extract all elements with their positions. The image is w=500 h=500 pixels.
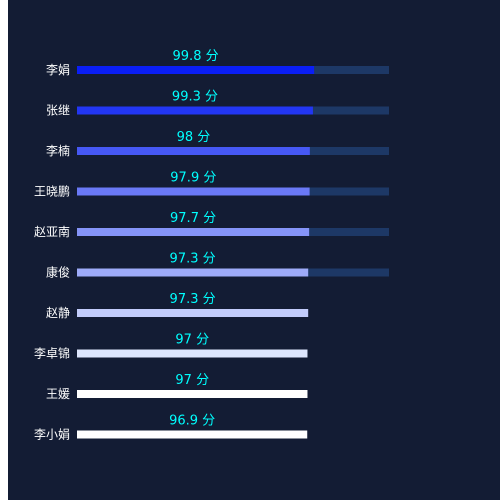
value-label: 97.3 分 bbox=[170, 252, 216, 267]
bar-7 bbox=[77, 349, 308, 358]
value-label: 97.9 分 bbox=[170, 171, 216, 186]
bar-2 bbox=[77, 147, 310, 155]
value-label: 97 分 bbox=[175, 373, 209, 388]
value-label: 97.7 分 bbox=[170, 211, 216, 226]
category-label: 王媛 bbox=[46, 387, 70, 401]
value-label: 98 分 bbox=[177, 130, 211, 145]
bar-0 bbox=[77, 66, 315, 74]
bar-3 bbox=[77, 187, 310, 196]
category-label: 张继 bbox=[46, 104, 70, 118]
value-label: 97 分 bbox=[175, 333, 209, 348]
category-label: 康俊 bbox=[46, 265, 70, 280]
category-label: 赵静 bbox=[46, 306, 70, 320]
bar-9 bbox=[77, 430, 308, 439]
bar-5 bbox=[77, 268, 309, 277]
value-label: 97.3 分 bbox=[170, 292, 216, 307]
category-label: 李小娟 bbox=[34, 427, 70, 442]
category-label: 李卓锦 bbox=[34, 346, 70, 361]
category-label: 李娟 bbox=[46, 62, 70, 77]
value-label: 96.9 分 bbox=[169, 414, 215, 429]
category-label: 李楠 bbox=[46, 143, 70, 158]
category-label: 赵亚南 bbox=[34, 224, 70, 239]
chart-panel: 李娟 99.8 分张继 99.3 分李楠 98 分王晓鹏 97.9 分赵亚南 97.7 分… bbox=[8, 0, 500, 500]
category-label: 王晓鹏 bbox=[34, 185, 70, 199]
bar-4 bbox=[77, 228, 310, 236]
bar-8 bbox=[77, 390, 308, 398]
value-label: 99.3 分 bbox=[172, 90, 218, 105]
value-label: 99.8 分 bbox=[173, 49, 219, 64]
bar-1 bbox=[77, 106, 313, 115]
bar-6 bbox=[77, 309, 309, 317]
